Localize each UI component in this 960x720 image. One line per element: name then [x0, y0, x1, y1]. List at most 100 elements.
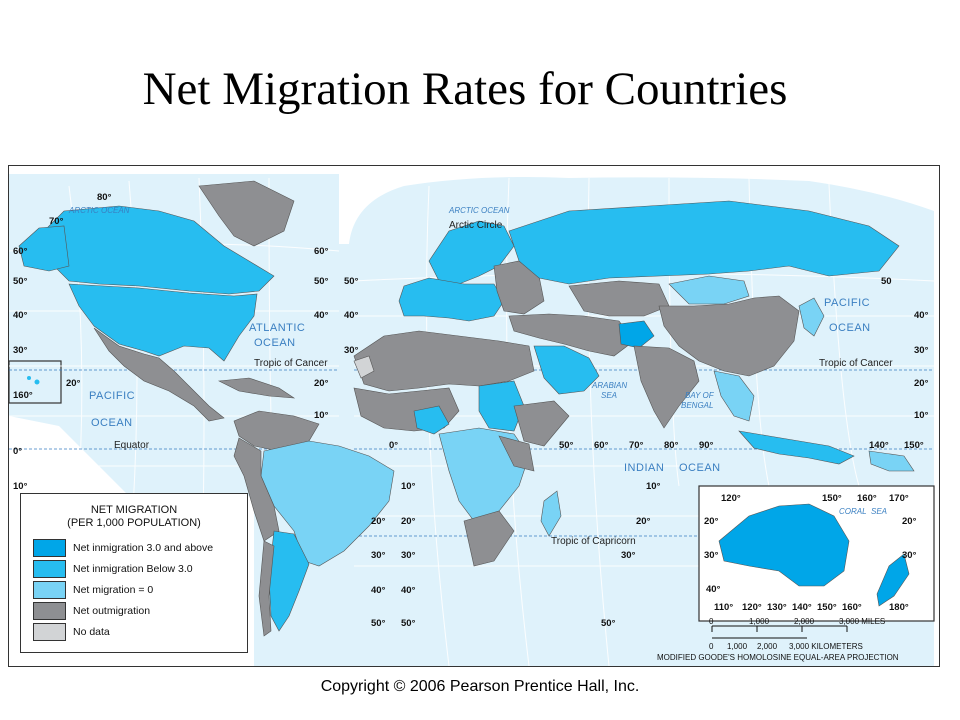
copyright-notice: Copyright © 2006 Pearson Prentice Hall, …: [320, 678, 640, 695]
deg-au-110: 110°: [714, 602, 733, 613]
deg-10n-east: 10°: [914, 410, 929, 421]
scale-miles-3000: 3,000 MILES: [839, 617, 885, 626]
deg-40n-right: 40°: [314, 310, 329, 321]
deg-au-40: 40°: [706, 584, 721, 595]
label-arabian-sea-2: SEA: [601, 391, 617, 400]
deg-lon-70: 70°: [629, 440, 644, 451]
label-indian-ocean: INDIAN: [624, 462, 664, 474]
region-andes-west: [233, 437, 280, 542]
scale-km-2000: 2,000: [757, 642, 778, 651]
deg-50n-mid: 50°: [344, 276, 359, 287]
scale-miles-2000: 2,000: [794, 617, 815, 626]
scale-miles-1000: 1,000: [749, 617, 770, 626]
deg-lon-50: 50°: [559, 440, 574, 451]
deg-20n-east: 20°: [914, 378, 929, 389]
region-canada: [38, 205, 275, 295]
legend-item: No data: [33, 623, 243, 643]
region-afghanistan: [618, 320, 655, 349]
label-atlantic-ocean: ATLANTIC: [249, 322, 305, 334]
region-new-zealand: [876, 553, 910, 607]
deg-160w: 160°: [13, 390, 33, 401]
deg-50s-right: 50°: [371, 618, 386, 629]
deg-equator-mid: 0°: [389, 440, 398, 451]
deg-40n-left: 40°: [13, 310, 28, 321]
region-mexico-central: [93, 327, 225, 422]
deg-30s-right: 30°: [371, 550, 386, 561]
legend-swatch: [33, 539, 66, 557]
scale-km-0: 0: [709, 642, 714, 651]
deg-au-20-right: 20°: [902, 516, 917, 527]
scale-km-3000: 3,000 KILOMETERS: [789, 642, 863, 651]
label-coral-sea: CORAL: [839, 507, 867, 516]
region-china: [658, 295, 800, 377]
region-brazil: [260, 440, 395, 567]
slide-title: Net Migration Rates for Countries: [142, 63, 788, 115]
deg-au-160: 160°: [857, 493, 877, 504]
deg-20n-right: 20°: [314, 378, 329, 389]
legend-item: Net inmigration Below 3.0: [33, 560, 243, 580]
deg-30s-east: 30°: [621, 550, 636, 561]
scale-miles-0: 0: [709, 617, 714, 626]
label-arctic-ocean-west: ARCTIC OCEAN: [68, 206, 130, 215]
label-bay-of-bengal: BAY OF: [685, 391, 715, 400]
deg-20s-right: 20°: [371, 516, 386, 527]
legend-swatch: [33, 560, 66, 578]
deg-60n-left: 60°: [13, 246, 28, 257]
deg-60n-right: 60°: [314, 246, 329, 257]
label-arctic-circle: Arctic Circle: [449, 220, 503, 231]
deg-au-150: 150°: [822, 493, 842, 504]
deg-au-20-left: 20°: [704, 516, 719, 527]
legend-item: Net outmigration: [33, 602, 243, 622]
legend-swatch: [33, 623, 66, 641]
region-india: [633, 345, 700, 429]
deg-70n: 70°: [49, 216, 64, 227]
label-indian-ocean-2: OCEAN: [679, 462, 721, 474]
deg-au-120-bottom: 120°: [742, 602, 762, 613]
region-southeast-asia: [713, 370, 755, 422]
legend-title: NET MIGRATION (PER 1,000 POPULATION): [21, 504, 247, 530]
scale-bar: 0 1,000 2,000 3,000 MILES 0 1,000 2,000 …: [709, 617, 885, 651]
region-nigeria: [413, 405, 450, 435]
deg-40n-mid: 40°: [344, 310, 359, 321]
deg-au-30-right: 30°: [902, 550, 917, 561]
label-arabian-sea: ARABIAN: [591, 381, 627, 390]
region-western-europe: [398, 277, 505, 322]
deg-lon-140: 140°: [869, 440, 889, 451]
region-indonesia: [738, 430, 855, 465]
region-east-africa: [498, 435, 535, 472]
legend-label: Net outmigration: [73, 605, 151, 617]
legend-label: No data: [73, 626, 110, 638]
label-atlantic-ocean-2: OCEAN: [254, 337, 296, 349]
deg-10n-right: 10°: [314, 410, 329, 421]
label-pacific-ocean-west-2: OCEAN: [91, 417, 133, 429]
region-new-guinea: [868, 450, 915, 472]
deg-10s-mid: 10°: [401, 481, 416, 492]
region-madagascar: [540, 490, 562, 537]
deg-30n-mid: 30°: [344, 345, 359, 356]
region-turkey-iran: [508, 313, 635, 357]
deg-40s-right: 40°: [371, 585, 386, 596]
deg-au-170: 170°: [889, 493, 909, 504]
deg-au-120: 120°: [721, 493, 741, 504]
label-tropic-of-cancer-east: Tropic of Cancer: [819, 358, 893, 369]
deg-20n-left: 20°: [66, 378, 81, 389]
deg-10s-left: 10°: [13, 481, 28, 492]
region-western-sahara: [353, 355, 375, 379]
region-mongolia: [668, 275, 750, 305]
legend-label: Net inmigration Below 3.0: [73, 563, 193, 575]
label-equator: Equator: [114, 440, 150, 451]
region-horn-africa: [513, 400, 570, 447]
deg-au-140: 140°: [792, 602, 812, 613]
region-russia: [508, 200, 900, 285]
label-arctic-ocean-east: ARCTIC OCEAN: [448, 206, 510, 215]
region-sudan: [478, 380, 525, 432]
deg-30s-mid: 30°: [401, 550, 416, 561]
legend-label: Net migration = 0: [73, 584, 154, 596]
oceania-inset: [698, 485, 935, 622]
region-kazakhstan: [568, 280, 670, 317]
region-usa: [68, 283, 258, 362]
deg-40s-mid: 40°: [401, 585, 416, 596]
region-caribbean: [217, 377, 296, 399]
deg-80n: 80°: [97, 192, 112, 203]
map-canvas: ARCTIC OCEAN ARCTIC OCEAN Arctic Circle …: [9, 174, 935, 666]
